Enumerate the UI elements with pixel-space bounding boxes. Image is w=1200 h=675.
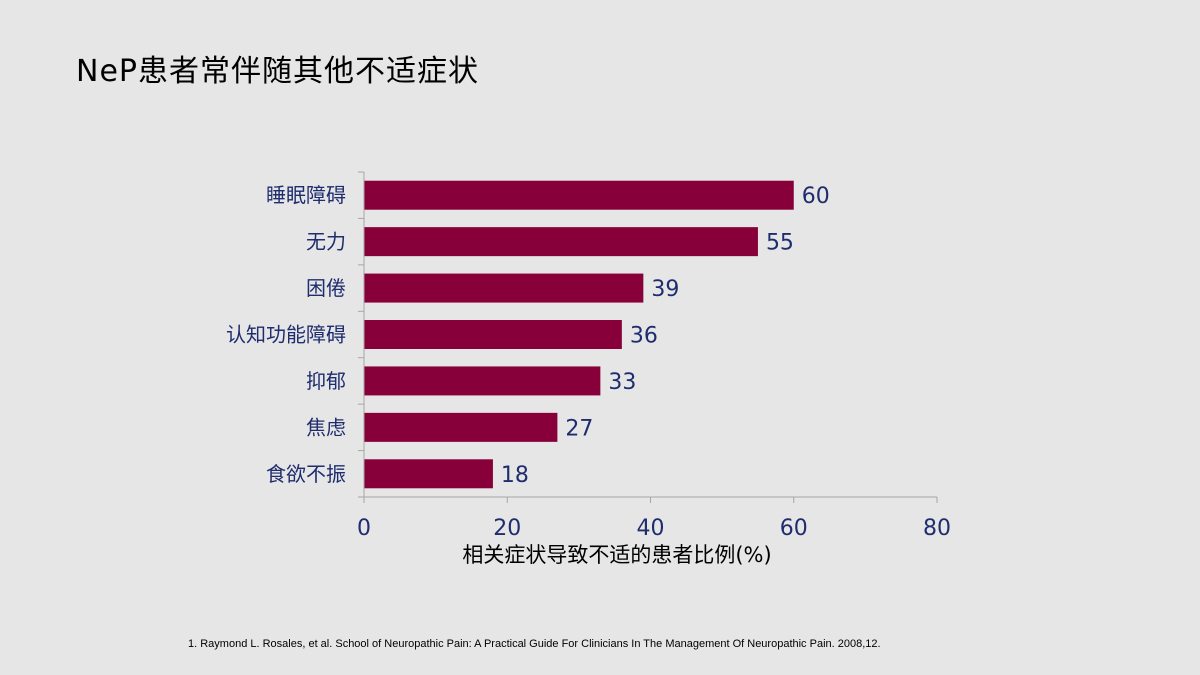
category-label: 困倦 (306, 276, 346, 300)
bar (364, 227, 758, 257)
data-label: 36 (630, 324, 658, 349)
data-label: 39 (651, 277, 679, 302)
bar (364, 180, 794, 210)
axis-layer: 0 20 40 60 80 (357, 171, 951, 541)
data-label: 33 (608, 370, 636, 395)
category-label: 食欲不振 (266, 462, 346, 486)
slide-title: NeP患者常伴随其他不适症状 (76, 54, 479, 89)
x-tick-label: 80 (923, 516, 951, 541)
data-label: 27 (565, 416, 593, 441)
category-label: 睡眠障碍 (266, 183, 346, 207)
bars-layer: 睡眠障碍 60 无力 55 困倦 39 认知功能障碍 36 抑郁 33 焦虑 27 食欲不振 18 (226, 180, 830, 489)
bar (364, 320, 622, 349)
x-axis-title: 相关症状导致不适的患者比例(%) (462, 543, 771, 567)
bar (364, 459, 493, 489)
data-label: 18 (501, 463, 529, 488)
bar (364, 366, 601, 396)
footnote: 1. Raymond L. Rosales, et al. School of … (188, 638, 881, 650)
category-label: 认知功能障碍 (226, 323, 346, 347)
x-tick-label: 20 (493, 516, 521, 541)
data-label: 55 (766, 231, 794, 256)
bar (364, 412, 558, 442)
x-tick-label: 60 (780, 516, 808, 541)
category-label: 抑郁 (306, 369, 346, 393)
data-label: 60 (802, 184, 830, 209)
category-label: 焦虑 (306, 415, 346, 439)
x-tick-label: 0 (357, 516, 371, 541)
x-tick-label: 40 (637, 516, 665, 541)
bar (364, 273, 644, 303)
category-label: 无力 (306, 230, 346, 254)
